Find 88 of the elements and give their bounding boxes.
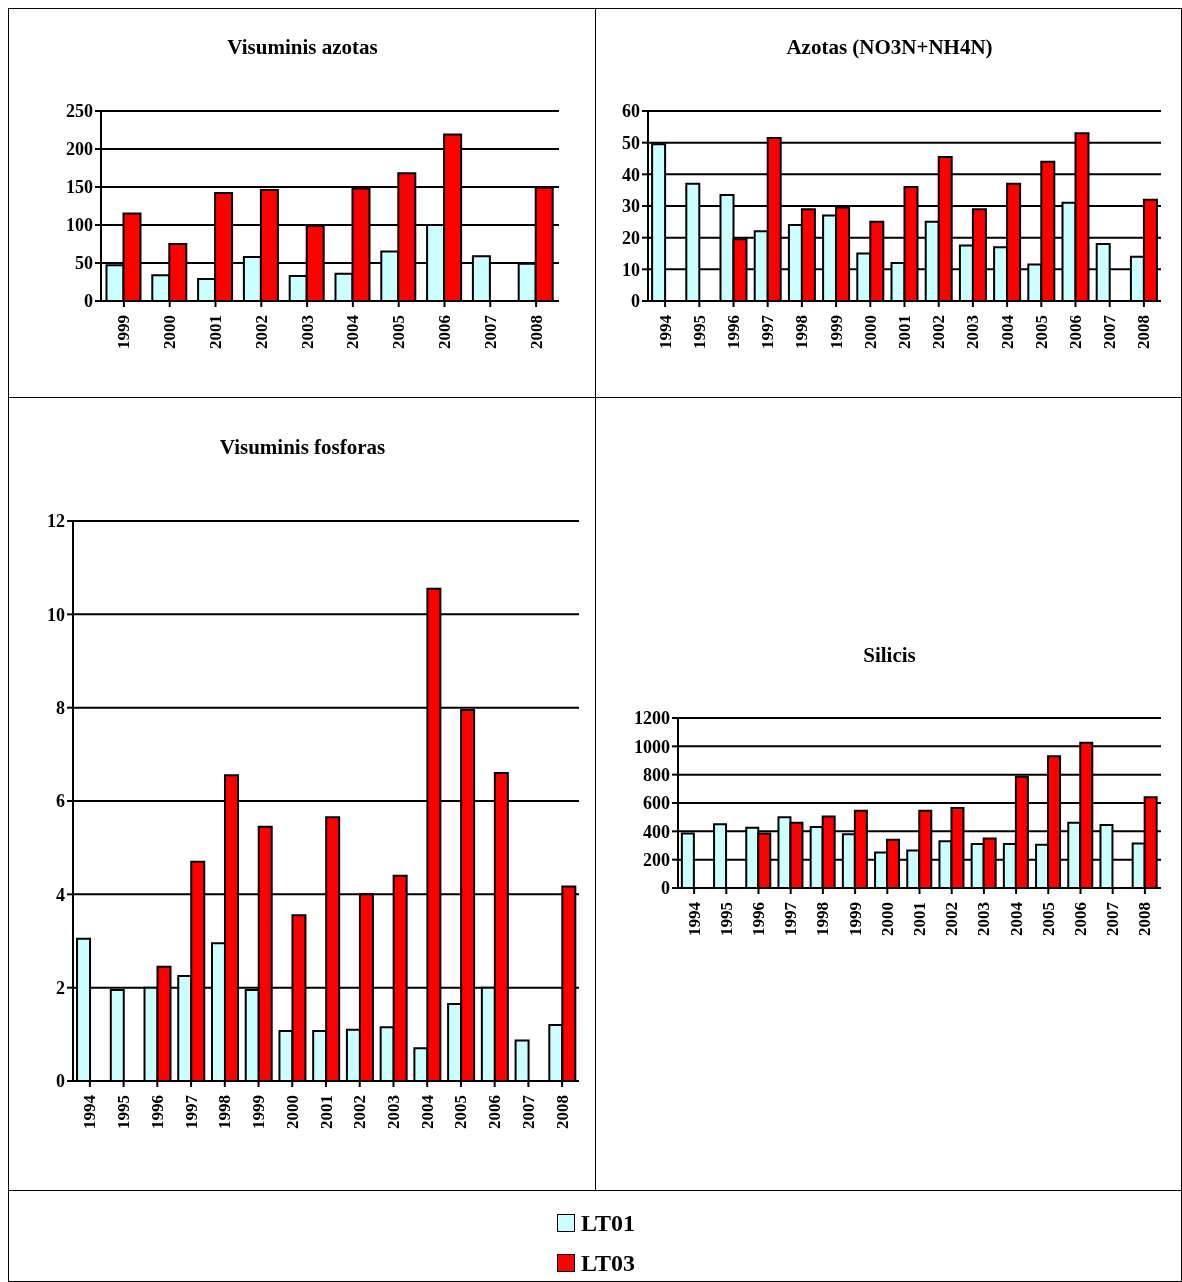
- y-tick-label: 0: [631, 291, 640, 312]
- x-tick-label: 2003: [383, 1095, 403, 1129]
- y-tick-label: 30: [622, 196, 640, 217]
- y-tick-label: 800: [643, 765, 670, 786]
- y-tick-label: 150: [66, 177, 93, 198]
- y-tick-label: 50: [75, 253, 93, 274]
- x-tick-label: 1995: [689, 315, 709, 349]
- x-tick-label: 2000: [877, 902, 897, 936]
- x-tick-label: 2002: [929, 315, 949, 349]
- y-tick-label: 6: [56, 791, 65, 812]
- x-tick-label: 2000: [160, 315, 180, 349]
- y-tick-label: 200: [66, 139, 93, 160]
- x-tick-label: 2001: [206, 315, 225, 349]
- x-tick-label: 2003: [963, 315, 983, 349]
- y-tick-label: 8: [56, 698, 65, 719]
- x-tick-label: 2004: [1006, 901, 1026, 936]
- x-tick-label: 2006: [1071, 902, 1090, 936]
- y-tick-label: 1000: [634, 736, 670, 757]
- chart-title: Visuminis fosforas: [218, 435, 387, 460]
- x-tick-label: 1994: [684, 901, 704, 936]
- x-tick-label: 2005: [1031, 315, 1051, 349]
- x-tick-label: 2006: [435, 315, 454, 349]
- x-tick-label: 1995: [114, 1095, 134, 1129]
- y-tick-label: 4: [56, 884, 65, 905]
- x-tick-label: 2005: [1038, 902, 1058, 936]
- y-tick-label: 1200: [634, 708, 670, 729]
- x-tick-label: 2000: [282, 1095, 302, 1129]
- y-tick-label: 0: [56, 1071, 65, 1092]
- y-tick-label: 0: [661, 878, 670, 899]
- x-tick-label: 2007: [480, 314, 500, 349]
- x-tick-label: 2008: [1135, 902, 1155, 936]
- x-tick-label: 2007: [1100, 314, 1120, 349]
- chart-title: Azotas (NO3N+NH4N): [785, 35, 994, 60]
- legend-label: LT03: [581, 1249, 635, 1277]
- y-tick-label: 20: [622, 228, 640, 249]
- chart-title: Visuminis azotas: [226, 35, 379, 60]
- x-tick-label: 2003: [974, 902, 994, 936]
- y-tick-label: 600: [643, 793, 670, 814]
- x-tick-label: 2002: [350, 1095, 370, 1129]
- x-tick-label: 2006: [485, 1095, 505, 1129]
- x-tick-label: 2004: [997, 314, 1017, 349]
- x-tick-label: 2008: [1134, 315, 1154, 349]
- x-tick-label: 1997: [758, 314, 778, 349]
- x-tick-label: 2007: [518, 1094, 538, 1129]
- x-tick-label: 2002: [942, 902, 962, 936]
- x-tick-label: 2005: [451, 1095, 471, 1129]
- y-tick-label: 200: [643, 850, 670, 871]
- x-tick-label: 1994: [80, 1094, 100, 1129]
- y-tick-label: 50: [622, 133, 640, 154]
- x-tick-label: 1994: [655, 314, 675, 349]
- x-tick-label: 1998: [792, 315, 812, 349]
- x-tick-label: 1996: [724, 315, 743, 349]
- x-tick-label: 1998: [813, 902, 833, 936]
- x-tick-label: 2007: [1103, 901, 1123, 936]
- y-tick-label: 250: [66, 101, 93, 122]
- y-tick-label: 100: [66, 215, 93, 236]
- y-tick-label: 40: [622, 164, 640, 185]
- y-tick-label: 60: [622, 101, 640, 122]
- y-tick-label: 400: [643, 821, 670, 842]
- x-tick-label: 1999: [826, 315, 846, 349]
- x-tick-label: 2008: [552, 1095, 572, 1129]
- x-tick-label: 1996: [749, 902, 768, 936]
- x-tick-label: 1997: [781, 901, 801, 936]
- y-tick-label: 0: [84, 291, 93, 312]
- y-tick-label: 10: [47, 604, 65, 625]
- x-tick-label: 2001: [910, 902, 929, 936]
- x-tick-label: 1995: [716, 902, 736, 936]
- x-tick-label: 2003: [297, 315, 317, 349]
- x-tick-label: 2000: [860, 315, 880, 349]
- x-tick-label: 2004: [417, 1094, 437, 1129]
- x-tick-label: 2005: [389, 315, 409, 349]
- chart-title: Silicis: [862, 643, 917, 668]
- x-tick-label: 1997: [181, 1094, 201, 1129]
- x-tick-label: 1999: [114, 315, 134, 349]
- y-tick-label: 2: [56, 978, 65, 999]
- x-tick-label: 2001: [316, 1095, 336, 1129]
- x-tick-label: 2004: [343, 314, 363, 349]
- x-tick-label: 1999: [845, 902, 865, 936]
- x-tick-label: 1996: [147, 1095, 167, 1129]
- x-tick-label: 1999: [249, 1095, 269, 1129]
- x-tick-label: 2001: [895, 315, 914, 349]
- x-tick-label: 2008: [526, 315, 546, 349]
- x-tick-label: 1998: [215, 1095, 235, 1129]
- legend-label: LT01: [581, 1209, 635, 1237]
- x-tick-label: 2006: [1066, 315, 1085, 349]
- y-tick-label: 12: [47, 511, 65, 532]
- y-tick-label: 10: [622, 259, 640, 280]
- x-tick-label: 2002: [251, 315, 271, 349]
